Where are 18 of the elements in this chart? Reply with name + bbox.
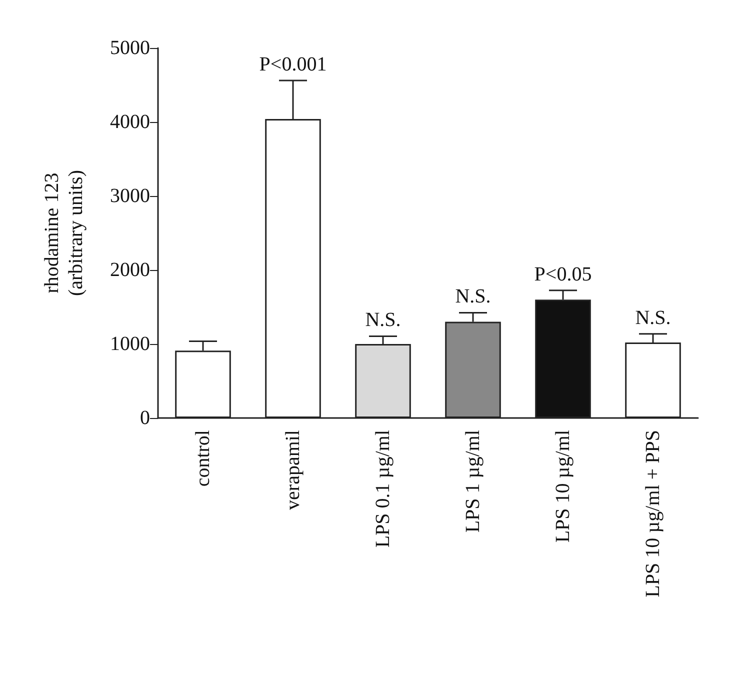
y-axis-title: rhodamine 123 (arbitrary units)	[41, 170, 87, 296]
x-tick-label: LPS 0.1 µg/ml	[372, 430, 394, 548]
y-tick-label: 2000	[110, 259, 150, 281]
annotation: P<0.05	[534, 263, 592, 286]
annotation: N.S.	[455, 286, 491, 308]
x-tick-label: control	[192, 430, 214, 487]
y-tick-label: 1000	[110, 333, 150, 355]
x-tick-label: LPS 10 µg/ml	[552, 430, 574, 543]
annotation: P<0.001	[259, 54, 327, 76]
y-tick-label: 5000	[110, 37, 150, 59]
y-tick-label: 4000	[110, 111, 150, 133]
annotation: N.S.	[635, 306, 671, 329]
x-tick-label: LPS 1 µg/ml	[462, 430, 484, 533]
x-tick-label: verapamil	[282, 430, 304, 510]
y-tick-label: 0	[140, 407, 150, 429]
y-tick-label: 3000	[110, 185, 150, 207]
x-tick-label: LPS 10 µg/ml + PPS	[642, 430, 664, 598]
annotation: N.S.	[365, 309, 401, 332]
